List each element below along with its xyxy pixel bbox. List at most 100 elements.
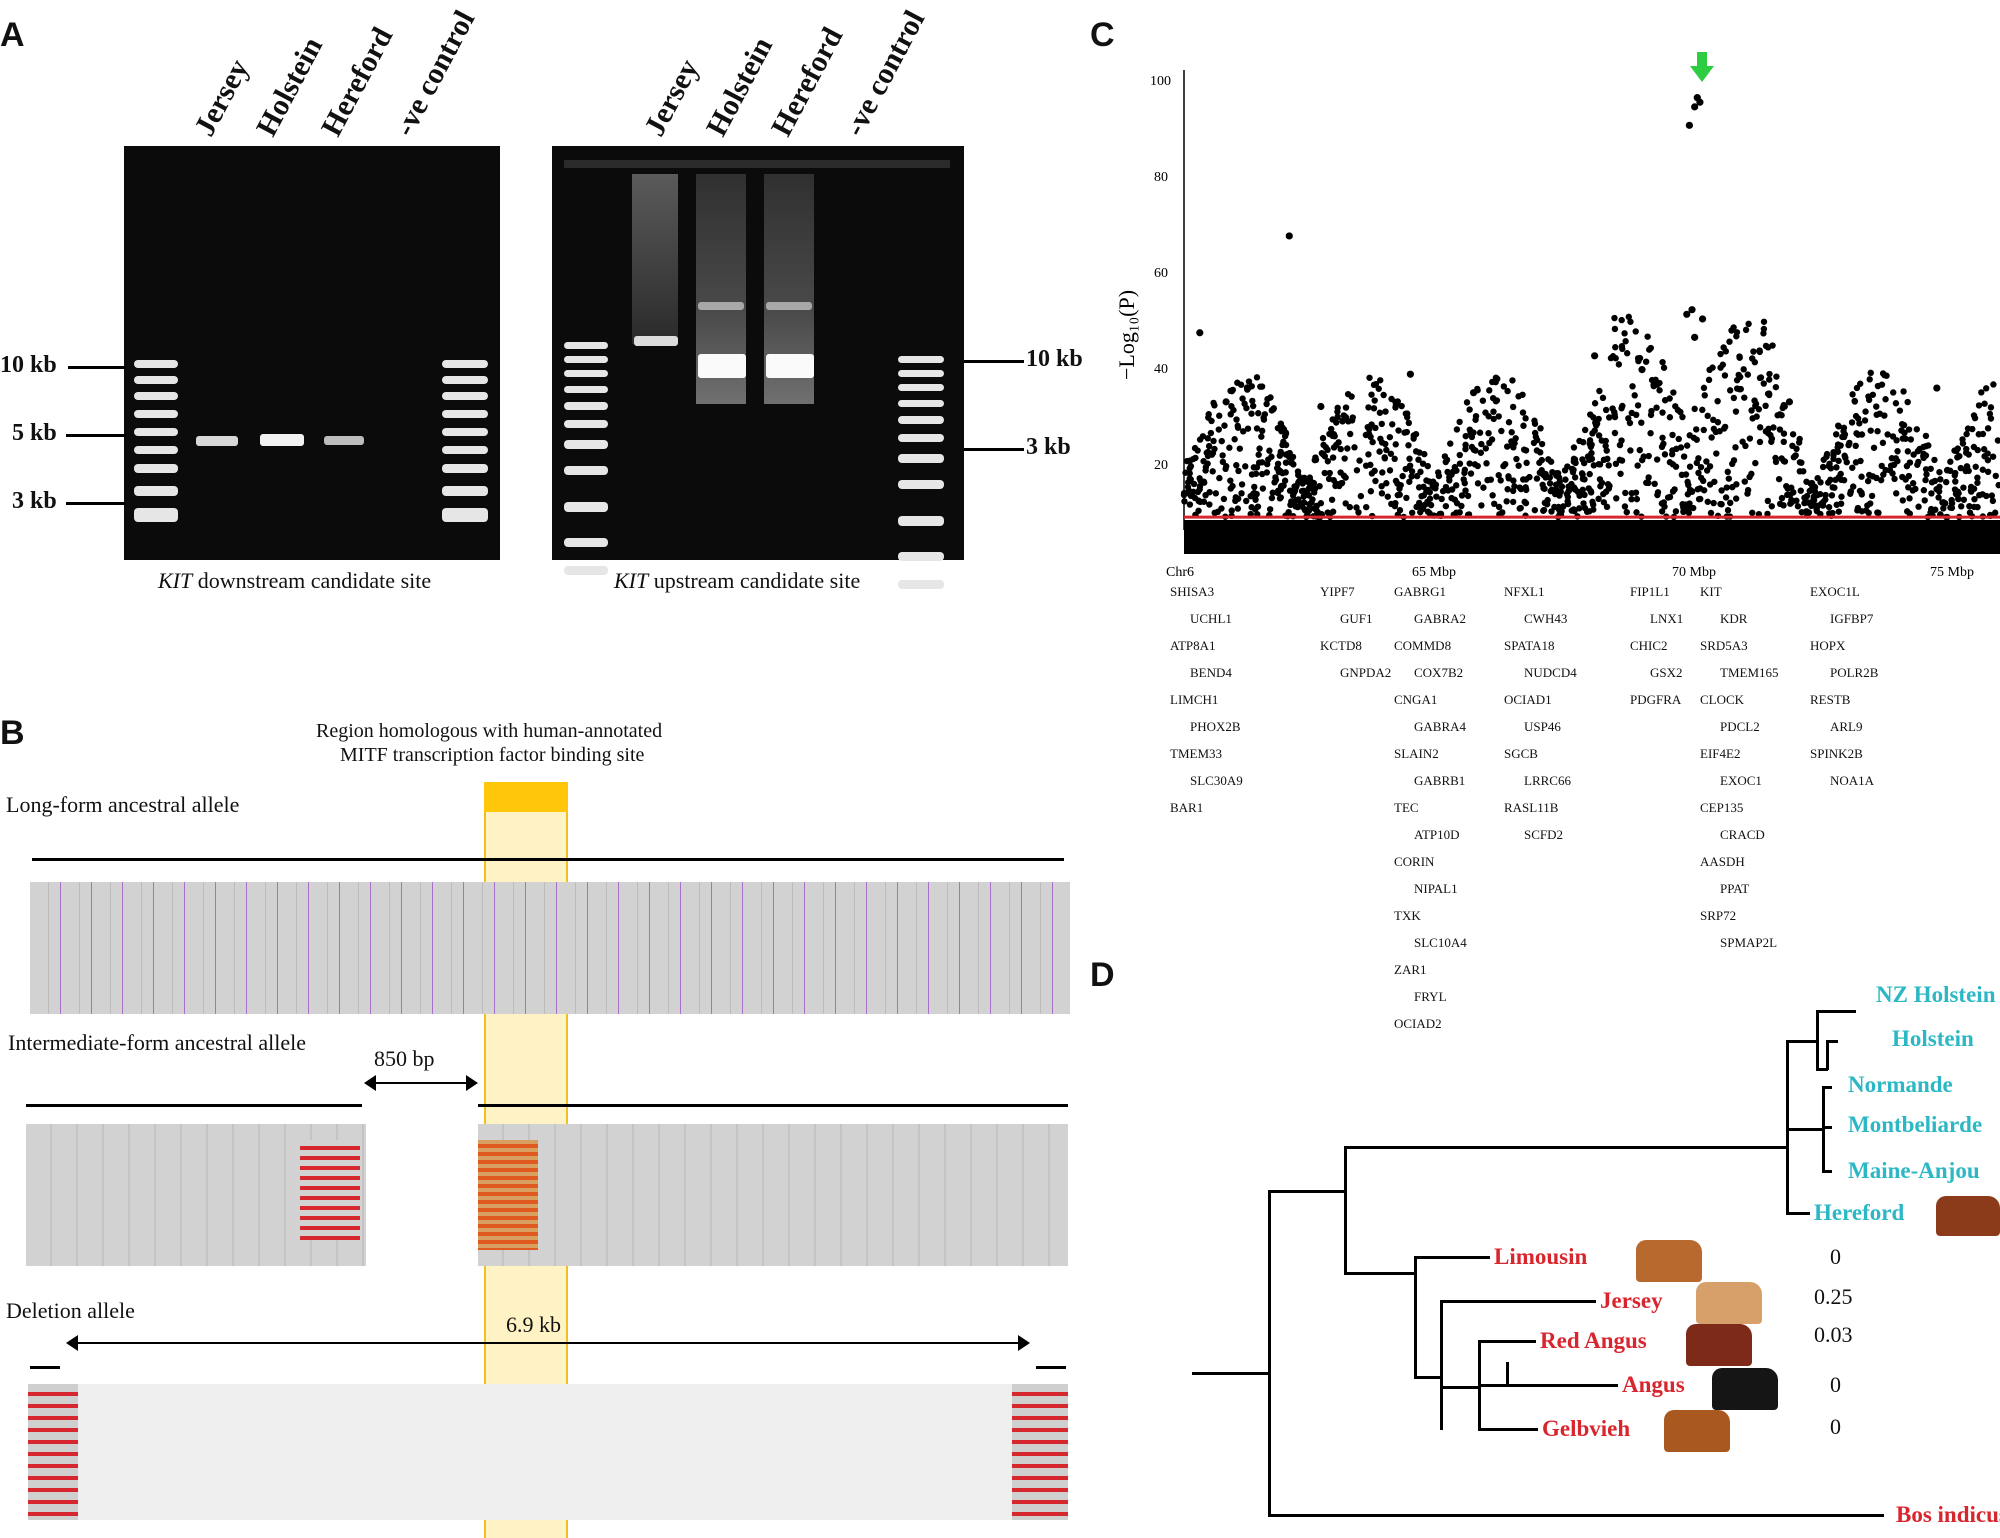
tree-node-red	[1414, 1256, 1417, 1378]
snp-point	[1953, 447, 1960, 455]
snp-point	[1907, 436, 1915, 443]
snp-point	[1744, 490, 1751, 497]
snp-point	[1736, 353, 1743, 360]
panel-letter-c: C	[1090, 16, 1115, 54]
snp-point	[1382, 440, 1389, 448]
snp-point	[1233, 416, 1240, 423]
snp-point	[1280, 438, 1287, 446]
gene-label: EXOC1L	[1810, 584, 1860, 599]
snp-point	[1766, 376, 1773, 383]
tree-branch-hereford	[1786, 1212, 1810, 1215]
snp-point	[1236, 445, 1244, 452]
snp-point	[1881, 412, 1888, 419]
gene-label: BAR1	[1170, 800, 1204, 815]
deletion-allele-label: Deletion allele	[6, 1298, 135, 1323]
snp-point	[1682, 471, 1690, 478]
x-tick-65mbp: 65 Mbp	[1412, 565, 1456, 580]
snp-point	[1902, 435, 1909, 442]
snp-point	[1797, 487, 1804, 494]
snp-point	[1840, 476, 1848, 484]
snp-point	[1377, 377, 1384, 384]
snp-point	[1656, 387, 1663, 394]
snp-point	[1652, 376, 1659, 383]
snp-point	[1791, 452, 1799, 460]
snp-point	[1727, 499, 1734, 507]
snp-point	[1467, 470, 1475, 477]
snp-point	[1596, 476, 1604, 483]
snp-point	[1813, 506, 1820, 513]
size-label-3kb-left: 3 kb	[12, 488, 57, 514]
tree-node-holstein-inner	[1826, 1040, 1829, 1070]
snp-point	[1616, 456, 1623, 464]
snp-point	[1476, 429, 1484, 436]
snp-point	[1971, 414, 1979, 422]
snp-point	[1326, 469, 1333, 477]
snp-point	[1718, 487, 1725, 494]
gene-label: PHOX2B	[1190, 719, 1241, 734]
snp-point	[1940, 505, 1947, 512]
snp-point	[1852, 442, 1859, 450]
snp-point	[1295, 471, 1302, 479]
snp-point	[1215, 426, 1222, 433]
snp-point	[1504, 387, 1511, 395]
snp-point	[1635, 357, 1642, 365]
gene-label: GABRG1	[1394, 584, 1447, 599]
gene-label: NUDCD4	[1524, 665, 1577, 680]
snp-point	[1600, 490, 1607, 498]
snp-point	[1644, 333, 1651, 340]
snp-point	[1233, 462, 1240, 469]
tree-branch-outgroup	[1268, 1514, 1884, 1517]
snp-point	[1955, 495, 1962, 503]
snp-point	[1497, 477, 1504, 484]
gene-label: CORIN	[1394, 854, 1435, 869]
snp-point	[1203, 449, 1210, 456]
snp-point	[1922, 476, 1929, 484]
lane-label-jersey: Jersey	[187, 53, 256, 142]
snp-point	[1984, 456, 1992, 464]
snp-point	[1263, 469, 1271, 476]
gene-label: AASDH	[1700, 854, 1745, 869]
tree-branch-normande	[1822, 1086, 1832, 1089]
snp-point	[1835, 457, 1842, 465]
right-gel-ladder-left	[564, 342, 608, 642]
left-gel-image	[124, 146, 500, 560]
snp-point	[1277, 448, 1284, 456]
snp-point	[1704, 412, 1711, 420]
snp-point	[1220, 495, 1228, 503]
snp-point	[1202, 467, 1209, 474]
snp-point	[1838, 493, 1845, 500]
snp-point	[1453, 500, 1461, 507]
snp-point	[1372, 477, 1379, 485]
snp-point	[1228, 507, 1235, 514]
snp-point	[1947, 458, 1954, 465]
snp-point	[1336, 482, 1343, 490]
x-tick-chr6: Chr6	[1166, 565, 1194, 580]
gene-label: ATP8A1	[1170, 638, 1216, 653]
snp-point	[1618, 405, 1625, 412]
snp-point	[1408, 509, 1416, 516]
deletion-reads-left	[28, 1384, 78, 1520]
snp-point	[1764, 510, 1771, 518]
snp-point	[1239, 428, 1247, 435]
snp-point	[1672, 508, 1680, 515]
snp-point	[1853, 384, 1861, 392]
snp-point	[1483, 460, 1490, 467]
gene-label: SLC30A9	[1190, 773, 1243, 788]
size-tick-10kb-right	[964, 360, 1024, 363]
snp-point	[1595, 461, 1602, 468]
snp-point	[1928, 490, 1935, 497]
snp-point	[1803, 478, 1810, 485]
snp-point	[1479, 397, 1487, 404]
snp-point	[1186, 457, 1194, 464]
caption-gene-name: KIT	[158, 568, 193, 593]
caption-text-right: upstream candidate site	[648, 568, 861, 593]
snp-point	[1200, 457, 1207, 465]
tree-branch-red-clade	[1344, 1272, 1416, 1275]
snp-point	[1974, 474, 1981, 481]
snp-point	[1292, 503, 1299, 510]
snp-point	[1453, 482, 1460, 489]
snp-point	[1540, 485, 1547, 492]
snp-point	[1971, 495, 1978, 503]
snp-point	[1683, 442, 1691, 449]
snp-point	[1893, 490, 1900, 497]
